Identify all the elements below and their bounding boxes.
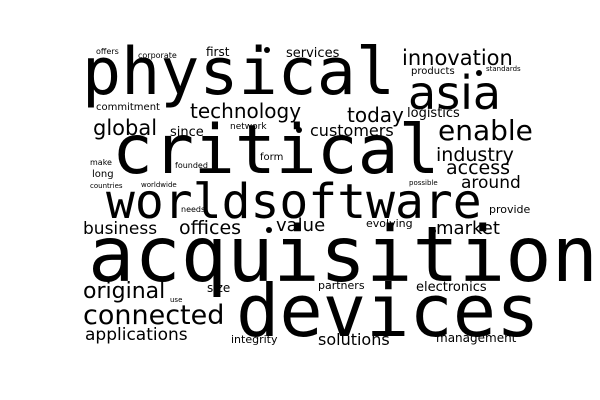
dot [264, 47, 270, 53]
word-use: use [170, 296, 183, 304]
word-evolving: evolving [366, 217, 413, 230]
word-business: business [83, 219, 158, 239]
dot [296, 127, 302, 133]
word-original: original [83, 279, 166, 304]
word-applications: applications [85, 325, 188, 345]
word-standards: standards [486, 65, 521, 73]
word-founded: founded [175, 161, 208, 170]
word-innovation: innovation [402, 46, 513, 70]
word-enable: enable [438, 114, 533, 147]
word-technology: technology [190, 99, 302, 123]
word-logistics: logistics [407, 106, 460, 121]
word-partners: partners [318, 279, 365, 292]
word-global: global [93, 116, 158, 140]
word-possible: possible [409, 179, 438, 187]
word-services: services [286, 46, 340, 61]
word-today: today [347, 103, 404, 127]
word-physical: physical [82, 35, 396, 110]
word-management: management [436, 331, 517, 345]
word-electronics: electronics [416, 280, 487, 295]
word-customers: customers [310, 121, 394, 140]
word-offers: offers [96, 47, 119, 56]
word-critical: critical [112, 111, 440, 190]
word-offices: offices [179, 217, 242, 239]
word-solutions: solutions [318, 330, 390, 349]
word-worldwide: worldwide [141, 181, 177, 189]
word-needs: needs [181, 205, 206, 214]
word-asia: asia [408, 66, 502, 120]
word-industry: industry [436, 144, 514, 166]
word-size: size [207, 281, 231, 295]
word-network: network [230, 122, 267, 132]
word-products: products [411, 66, 455, 77]
word-provide: provide [489, 203, 531, 216]
word-make: make [90, 158, 112, 167]
word-long: long [92, 169, 114, 180]
word-connected: connected [83, 300, 225, 331]
dot [266, 227, 272, 233]
word-market: market [436, 218, 500, 239]
word-countries: countries [90, 182, 123, 190]
word-around: around [461, 173, 521, 193]
word-acquisition: acquisition [88, 211, 598, 300]
word-value: value [276, 215, 326, 236]
word-devices: devices [236, 269, 540, 353]
word-since: since [170, 125, 204, 140]
word-worldsoftware: worldsoftware [106, 174, 482, 230]
dot [430, 228, 436, 234]
word-access: access [446, 157, 511, 179]
word-corporate: corporate [138, 51, 177, 60]
word-form: form [260, 152, 284, 163]
dot [476, 70, 482, 76]
word-integrity: integrity [231, 333, 278, 346]
word-first: first [206, 45, 230, 59]
word-commitment: commitment [96, 102, 160, 113]
